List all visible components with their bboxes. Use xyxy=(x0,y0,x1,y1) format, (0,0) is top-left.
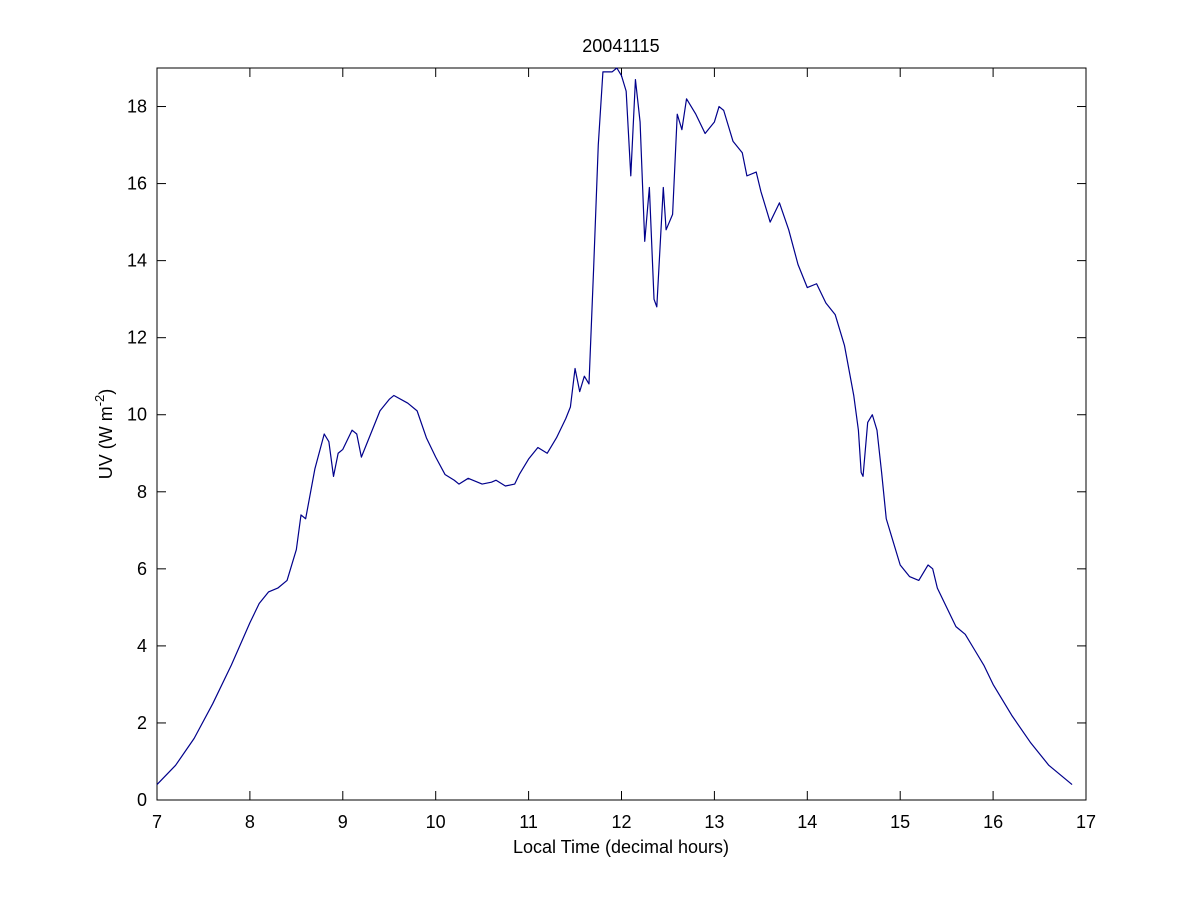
y-tick-label: 18 xyxy=(127,97,147,117)
data-line xyxy=(156,67,1073,786)
y-tick-label: 4 xyxy=(137,636,147,656)
y-tick-label: 16 xyxy=(127,174,147,194)
x-tick-label: 10 xyxy=(426,812,446,832)
plot-frame xyxy=(156,67,1087,801)
x-tick-label: 9 xyxy=(338,812,348,832)
x-tick-label: 13 xyxy=(704,812,724,832)
x-tick-label: 8 xyxy=(245,812,255,832)
x-tick-label: 11 xyxy=(519,812,538,832)
x-tick-label: 12 xyxy=(611,812,631,832)
x-tick-label: 17 xyxy=(1076,812,1096,832)
y-axis-label: UV (W m-2) xyxy=(92,389,116,480)
y-label-text: UV (W m xyxy=(96,406,116,479)
chart-title: 20041115 xyxy=(582,36,659,56)
y-tick-label: 14 xyxy=(127,251,147,271)
y-label-tail: ) xyxy=(96,389,116,395)
y-label-sup: -2 xyxy=(92,395,107,407)
y-tick-label: 10 xyxy=(127,405,147,425)
y-tick-label: 6 xyxy=(137,559,147,579)
y-tick-label: 12 xyxy=(127,328,147,348)
x-axis-label: Local Time (decimal hours) xyxy=(513,837,729,857)
y-tick-label: 2 xyxy=(137,713,147,733)
x-tick-label: 15 xyxy=(890,812,910,832)
x-tick-label: 16 xyxy=(983,812,1003,832)
y-tick-label: 0 xyxy=(137,790,147,810)
x-tick-label: 14 xyxy=(797,812,817,832)
x-tick-label: 7 xyxy=(152,812,162,832)
y-tick-label: 8 xyxy=(137,482,147,502)
